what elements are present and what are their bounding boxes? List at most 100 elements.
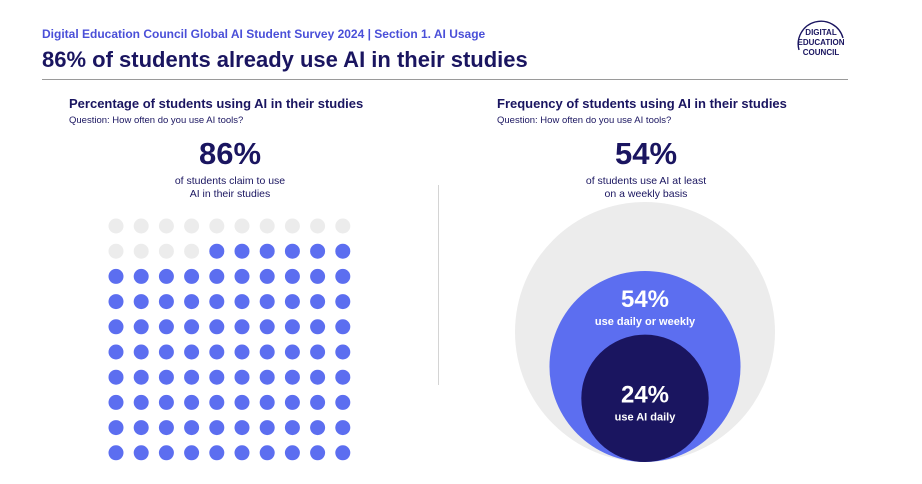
right-stat-caption: of students use AI at least on a weekly … [546,175,746,201]
waffle-dot-filled [209,243,225,259]
waffle-dot-filled [209,344,225,360]
waffle-dot-filled [158,344,174,360]
waffle-dot-filled [259,268,275,284]
waffle-dot-filled [184,394,200,410]
waffle-dot-filled [335,268,351,284]
waffle-dot-filled [158,294,174,310]
waffle-dot-filled [209,445,225,461]
header-rule [42,79,848,80]
waffle-dot-filled [310,369,326,385]
waffle-dot-filled [133,394,149,410]
waffle-dot-empty [158,243,174,259]
waffle-dot-filled [335,344,351,360]
waffle-dot-filled [108,294,124,310]
left-panel-title: Percentage of students using AI in their… [69,96,364,111]
waffle-dot-filled [158,445,174,461]
panel-divider [438,185,439,385]
waffle-dot-filled [133,445,149,461]
left-big-stat: 86% [198,136,262,171]
waffle-dot-filled [234,369,250,385]
waffle-dot-filled [259,394,275,410]
waffle-dot-filled [259,319,275,335]
waffle-dot-empty [108,243,124,259]
waffle-dot-filled [133,319,149,335]
waffle-dot-filled [284,369,300,385]
waffle-dot-filled [108,445,124,461]
circle-value-label: 24% [621,381,669,408]
waffle-dot-filled [335,445,351,461]
waffle-dot-filled [284,344,300,360]
right-panel-question: Question: How often do you use AI tools? [497,115,672,126]
waffle-dot-filled [184,319,200,335]
waffle-dot-empty [310,218,326,234]
waffle-dot-filled [234,394,250,410]
survey-kicker: Digital Education Council Global AI Stud… [42,27,486,41]
waffle-dot-filled [108,268,124,284]
waffle-dot-filled [259,294,275,310]
waffle-dot-filled [284,268,300,284]
waffle-dot-filled [158,369,174,385]
waffle-dot-filled [108,394,124,410]
waffle-dot-filled [158,319,174,335]
waffle-dot-filled [209,394,225,410]
waffle-dot-filled [335,294,351,310]
waffle-dot-filled [234,243,250,259]
waffle-dot-filled [108,344,124,360]
waffle-dot-filled [259,445,275,461]
waffle-dot-filled [209,268,225,284]
dec-logo: DIGITAL EDUCATION COUNCIL [797,20,845,57]
waffle-dot-empty [184,218,200,234]
waffle-dot-filled [234,445,250,461]
waffle-dot-filled [284,420,300,436]
nested-circles-chart: 54% use daily or weekly 24% use AI daily [515,202,775,462]
waffle-dot-filled [184,344,200,360]
logo-line-3: COUNCIL [803,48,840,57]
waffle-dot-filled [184,268,200,284]
waffle-dot-filled [234,294,250,310]
waffle-dot-filled [209,294,225,310]
waffle-dot-empty [133,218,149,234]
waffle-dot-empty [335,218,351,234]
right-caption-line-1: of students use AI at least [585,175,707,187]
waffle-dot-filled [133,420,149,436]
waffle-dot-filled [234,420,250,436]
waffle-dot-filled [184,294,200,310]
logo-arc [797,20,844,51]
waffle-dot-empty [234,218,250,234]
waffle-dot-filled [133,268,149,284]
circle-category-label: use daily or weekly [595,316,696,328]
circle-value-label: 54% [621,286,669,313]
waffle-dot-filled [133,344,149,360]
waffle-dot-filled [209,369,225,385]
waffle-dot-filled [310,394,326,410]
waffle-dot-filled [108,369,124,385]
waffle-dot-filled [310,445,326,461]
waffle-dot-filled [184,369,200,385]
waffle-dot-filled [284,445,300,461]
waffle-dot-filled [335,319,351,335]
right-caption-line-2: on a weekly basis [604,188,688,200]
waffle-dot-filled [158,394,174,410]
waffle-dot-empty [209,218,225,234]
left-caption-line-1: of students claim to use [174,175,286,187]
left-caption-line-2: AI in their studies [189,188,271,200]
waffle-dot-filled [259,344,275,360]
waffle-dot-filled [284,243,300,259]
waffle-dot-filled [335,369,351,385]
right-big-stat: 54% [614,136,678,171]
waffle-dot-filled [133,369,149,385]
waffle-dot-filled [310,344,326,360]
waffle-dot-filled [234,268,250,284]
logo-line-1: DIGITAL [805,28,837,37]
waffle-dot-filled [284,319,300,335]
waffle-dot-empty [158,218,174,234]
waffle-dot-filled [184,445,200,461]
waffle-dot-filled [209,319,225,335]
left-stat-caption: of students claim to use AI in their stu… [130,175,330,201]
circle-category-label: use AI daily [615,411,677,423]
waffle-dot-filled [234,344,250,360]
waffle-dot-filled [284,394,300,410]
waffle-dot-empty [284,218,300,234]
waffle-dot-filled [133,294,149,310]
waffle-dot-empty [184,243,200,259]
